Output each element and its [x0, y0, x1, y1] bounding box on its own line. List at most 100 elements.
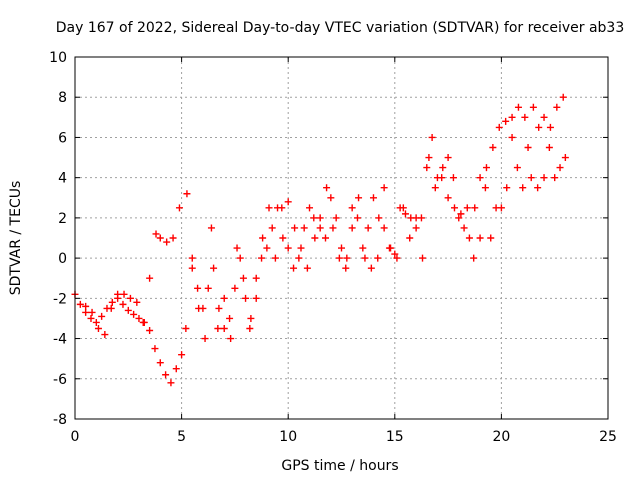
data-point — [297, 244, 305, 252]
data-point — [361, 254, 369, 262]
data-point — [348, 204, 356, 212]
y-tick-label: -8 — [53, 412, 67, 428]
data-point — [233, 244, 241, 252]
data-point — [343, 254, 351, 262]
data-point — [284, 198, 292, 206]
data-point — [82, 308, 90, 316]
data-point — [182, 325, 190, 332]
data-point — [278, 204, 286, 212]
data-point — [322, 234, 330, 242]
data-point — [524, 144, 532, 151]
data-marks — [71, 93, 569, 387]
y-tick-label: 10 — [49, 50, 67, 66]
data-point — [271, 254, 279, 262]
data-point — [188, 264, 196, 272]
data-point — [94, 325, 102, 332]
data-point — [529, 103, 537, 111]
data-point — [242, 294, 250, 302]
data-point — [503, 184, 511, 192]
data-point — [139, 318, 147, 326]
data-point — [482, 164, 490, 172]
data-point — [449, 174, 457, 182]
data-point — [88, 308, 96, 316]
data-point — [169, 234, 177, 242]
data-point — [450, 204, 458, 212]
data-point — [146, 327, 154, 335]
data-point — [527, 174, 535, 182]
data-point — [101, 331, 109, 339]
data-point — [268, 224, 276, 232]
data-point — [263, 244, 271, 252]
data-point — [508, 113, 516, 121]
data-point — [130, 310, 138, 318]
data-point — [226, 314, 234, 322]
data-point — [338, 244, 345, 252]
data-point — [412, 214, 420, 222]
data-point — [265, 204, 273, 212]
x-tick-label: 15 — [386, 429, 404, 445]
data-point — [401, 210, 409, 218]
data-point — [259, 234, 267, 242]
data-point — [201, 335, 209, 343]
data-point — [476, 174, 484, 182]
data-point — [108, 298, 116, 306]
y-tick-label: 2 — [58, 211, 67, 227]
data-point — [495, 123, 503, 131]
data-point — [438, 174, 446, 182]
data-point — [431, 184, 439, 192]
data-point — [514, 103, 522, 111]
data-point — [428, 133, 436, 141]
y-tick-label: 0 — [58, 251, 67, 267]
data-point — [252, 294, 260, 302]
data-point — [327, 194, 335, 202]
data-point — [460, 224, 468, 232]
data-point — [135, 314, 143, 322]
y-axis-label: SDTVAR / TECUs — [8, 181, 24, 296]
data-point — [163, 238, 171, 246]
y-tick-label: 6 — [58, 130, 67, 146]
data-point — [258, 254, 266, 262]
data-point — [178, 351, 186, 359]
data-point — [239, 274, 247, 282]
data-point — [316, 214, 324, 222]
x-tick-label: 25 — [599, 429, 617, 445]
data-point — [119, 300, 127, 308]
data-point — [120, 290, 128, 298]
y-tick-label: 8 — [58, 90, 67, 106]
data-point — [195, 304, 203, 312]
data-point — [559, 93, 567, 101]
data-point — [369, 194, 377, 202]
data-point — [329, 224, 337, 232]
data-point — [167, 379, 175, 387]
data-point — [521, 113, 529, 121]
data-point — [342, 264, 350, 272]
data-point — [355, 194, 363, 202]
x-tick-label: 5 — [177, 429, 186, 445]
data-point — [374, 254, 382, 262]
data-point — [124, 306, 132, 314]
data-point — [323, 184, 331, 192]
data-point — [502, 117, 510, 125]
data-point — [471, 204, 479, 212]
data-point — [215, 304, 223, 312]
data-point — [175, 204, 183, 212]
data-point — [423, 164, 431, 172]
plot-frame — [74, 56, 609, 420]
y-tick-label: -4 — [53, 332, 67, 348]
data-point — [227, 335, 235, 343]
data-point — [455, 214, 463, 222]
data-point — [162, 371, 170, 379]
data-point — [444, 194, 452, 202]
data-point — [188, 254, 196, 262]
data-point — [316, 224, 324, 232]
data-point — [204, 284, 212, 292]
data-point — [380, 224, 388, 232]
data-point — [332, 214, 340, 222]
data-point — [284, 244, 292, 252]
data-point — [152, 230, 160, 238]
data-point — [556, 164, 564, 172]
data-point — [291, 224, 299, 232]
data-point — [359, 244, 367, 252]
data-point — [553, 103, 561, 111]
data-point — [335, 254, 343, 262]
